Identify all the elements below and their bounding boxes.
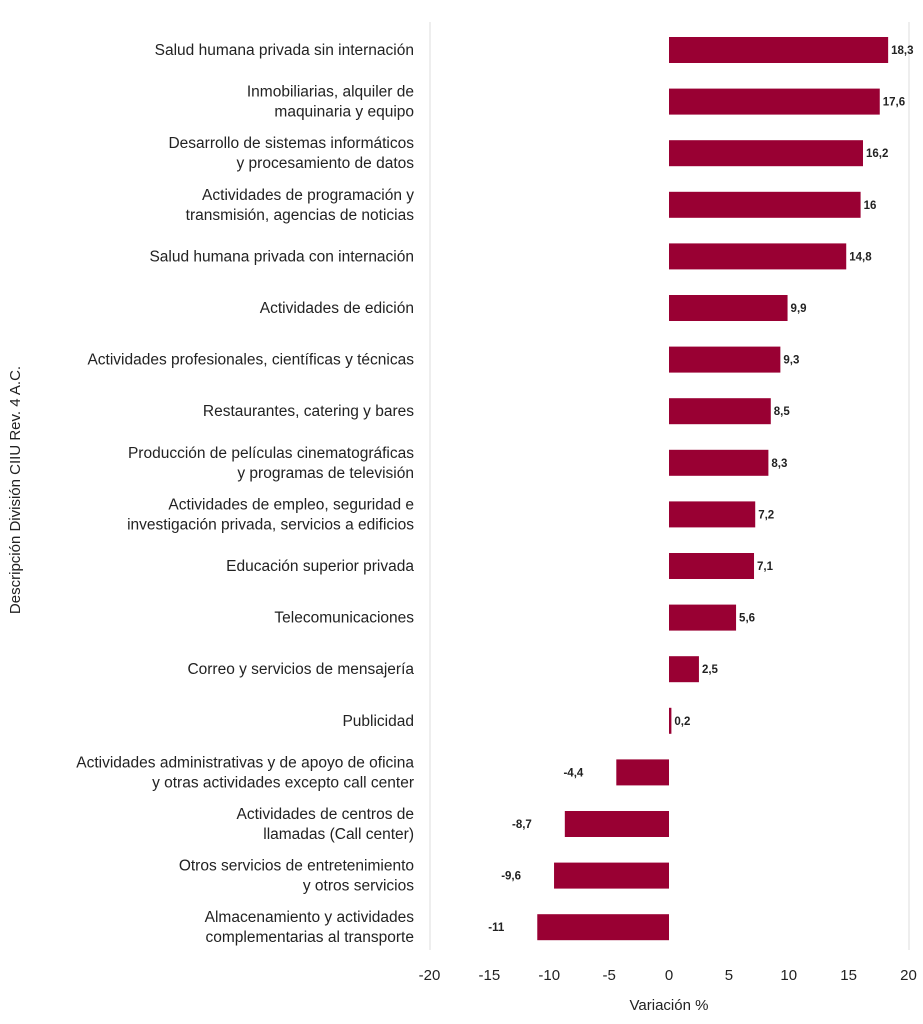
category-label-line: complementarias al transporte — [206, 929, 415, 946]
data-label: 0,2 — [674, 716, 690, 728]
data-label: -9,6 — [501, 871, 521, 883]
y-axis-title: Descripción División CIIU Rev. 4 A.C. — [7, 366, 24, 614]
category-label: Correo y servicios de mensajería — [187, 661, 414, 678]
category-label: Salud humana privada sin internación — [155, 42, 414, 59]
x-tick-label: -5 — [602, 967, 615, 984]
category-label-line: transmisión, agencias de noticias — [186, 207, 415, 224]
data-label: 8,5 — [774, 406, 791, 418]
category-label: Desarrollo de sistemas informáticos y pro… — [168, 135, 414, 172]
data-label: 2,5 — [702, 664, 719, 676]
bar — [669, 346, 781, 373]
bar — [669, 243, 847, 270]
bar — [554, 862, 669, 889]
category-label-line: Publicidad — [342, 713, 414, 730]
bar — [669, 140, 863, 167]
data-label: 7,2 — [758, 509, 774, 521]
category-label: Actividades de centros de llamadas (Call … — [237, 806, 415, 843]
x-tick-label: 0 — [665, 967, 673, 984]
category-label-line: y otros servicios — [303, 878, 414, 895]
category-label-line: y programas de televisión — [237, 465, 414, 482]
category-label-line: Inmobiliarias, alquiler de — [247, 84, 414, 101]
bar — [669, 37, 889, 63]
category-label-line: Actividades administrativas y de apoyo d… — [76, 754, 414, 771]
data-label: 14,8 — [849, 251, 872, 263]
bar — [669, 295, 788, 321]
category-label: Producción de películas cinematográficas… — [128, 445, 414, 482]
bar — [669, 398, 771, 425]
category-label: Actividades de edición — [260, 300, 414, 317]
category-label: Actividades administrativas y de apoyo d… — [76, 754, 414, 791]
x-tick-label: -15 — [479, 967, 501, 984]
category-label-line: Actividades de programación y — [202, 187, 414, 204]
data-label: 5,6 — [739, 613, 755, 625]
category-label: Salud humana privada con internación — [149, 248, 414, 265]
plot-area — [429, 22, 910, 950]
category-label: Almacenamiento y actividades complementar… — [205, 909, 415, 946]
x-axis-title: Variación % — [630, 997, 709, 1014]
category-label: Publicidad — [342, 713, 414, 730]
x-tick-label: -10 — [538, 967, 560, 984]
category-label: Otros servicios de entretenimiento y otro… — [179, 858, 414, 895]
category-label-line: investigación privada, servicios a edifi… — [127, 516, 414, 533]
x-tick-label: -20 — [419, 967, 441, 984]
category-label-line: maquinaria y equipo — [274, 104, 414, 121]
x-tick-labels-group: -20 -15 -10 -5 0 5 10 15 20 — [419, 967, 917, 984]
data-label: 16,2 — [866, 148, 888, 160]
data-label: 8,3 — [771, 458, 787, 470]
data-label: -4,4 — [563, 767, 583, 779]
category-labels-group: Salud humana privada sin internación Inmo… — [76, 42, 414, 946]
category-label: Actividades de programación y transmisión… — [186, 187, 415, 224]
category-label: Actividades profesionales, científicas y… — [87, 352, 414, 369]
category-label: Telecomunicaciones — [274, 610, 414, 627]
category-label-line: Correo y servicios de mensajería — [187, 661, 414, 678]
category-label-line: Actividades de centros de — [237, 806, 415, 823]
category-label: Inmobiliarias, alquiler de maquinaria y e… — [247, 84, 414, 121]
bar — [537, 914, 669, 941]
bar — [669, 449, 769, 476]
data-label: 9,9 — [791, 303, 807, 315]
data-label: 9,3 — [783, 355, 799, 367]
data-label: -11 — [488, 922, 505, 934]
category-label-line: y procesamiento de datos — [237, 155, 415, 172]
bar — [564, 811, 669, 837]
data-label: 17,6 — [883, 97, 905, 109]
category-label-line: Telecomunicaciones — [274, 610, 414, 627]
category-label-line: llamadas (Call center) — [263, 826, 414, 843]
bar — [616, 759, 669, 786]
bar — [669, 88, 880, 115]
category-label-line: Producción de películas cinematográficas — [128, 445, 414, 462]
category-label-line: Almacenamiento y actividades — [205, 909, 415, 926]
bar — [669, 553, 755, 579]
category-label-line: Actividades profesionales, científicas y… — [87, 352, 414, 369]
bar — [669, 191, 861, 218]
value-labels-group: 18,3 17,6 16,2 16 14,8 9,9 9,3 8,5 8,3 7,2 7,1 5,6 2… — [488, 45, 913, 934]
bar — [669, 707, 672, 734]
category-label-line: Salud humana privada con internación — [149, 248, 414, 265]
category-label-line: Otros servicios de entretenimiento — [179, 858, 414, 875]
category-label-line: Educación superior privada — [226, 558, 414, 575]
category-label: Actividades de empleo, seguridad e invest… — [127, 496, 414, 533]
category-label-line: y otras actividades excepto call center — [152, 774, 414, 791]
data-label: 16 — [864, 200, 877, 212]
bars-group — [537, 37, 889, 941]
category-label-line: Desarrollo de sistemas informáticos — [168, 135, 414, 152]
category-label-line: Actividades de empleo, seguridad e — [168, 496, 414, 513]
x-tick-label: 15 — [840, 967, 857, 984]
data-label: -8,7 — [512, 819, 532, 831]
category-label: Educación superior privada — [226, 558, 414, 575]
category-label-line: Salud humana privada sin internación — [155, 42, 414, 59]
data-label: 7,1 — [757, 561, 774, 573]
bar — [669, 656, 699, 683]
bar — [669, 501, 756, 528]
x-tick-label: 10 — [780, 967, 797, 984]
x-tick-label: 20 — [900, 967, 917, 984]
data-label: 18,3 — [891, 45, 913, 57]
category-label-line: Restaurantes, catering y bares — [203, 403, 414, 420]
bar — [669, 604, 737, 631]
category-label: Restaurantes, catering y bares — [203, 403, 414, 420]
x-tick-label: 5 — [725, 967, 733, 984]
category-label-line: Actividades de edición — [260, 300, 414, 317]
